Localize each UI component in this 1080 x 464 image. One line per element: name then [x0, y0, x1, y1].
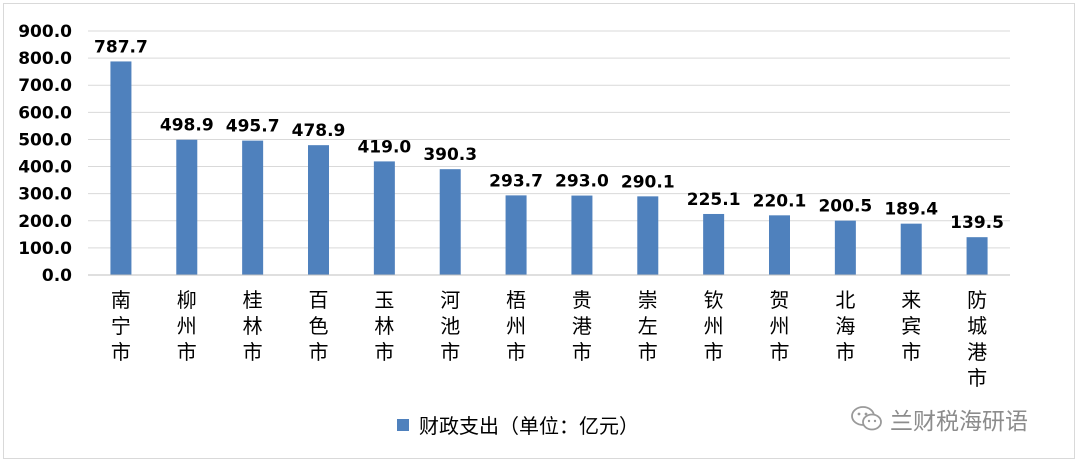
y-tick-label: 300.0: [18, 185, 72, 205]
x-category-label: 防城港市: [967, 288, 987, 390]
y-tick-label: 400.0: [18, 158, 72, 178]
wechat-icon: [850, 405, 884, 433]
data-label: 293.0: [555, 172, 609, 192]
data-label: 498.9: [160, 116, 214, 136]
watermark: 兰财税海研语: [850, 402, 1028, 436]
data-label: 225.1: [687, 190, 741, 210]
x-category-label: 南宁市: [111, 288, 131, 364]
x-category-label: 崇左市: [638, 288, 658, 364]
data-label: 220.1: [753, 191, 807, 211]
x-category-label: 贺州市: [770, 288, 790, 364]
y-tick-label: 700.0: [18, 76, 72, 96]
bar: [439, 169, 461, 275]
watermark-text: 兰财税海研语: [890, 409, 1028, 435]
bar: [966, 237, 988, 275]
data-label: 495.7: [226, 117, 280, 137]
y-tick-label: 900.0: [18, 22, 72, 42]
legend-swatch: [397, 418, 409, 431]
y-tick-label: 0.0: [42, 266, 72, 286]
bar: [505, 195, 527, 275]
bar: [308, 145, 329, 275]
y-tick-label: 500.0: [18, 130, 72, 150]
bar: [703, 213, 725, 275]
x-category-label: 来宾市: [901, 288, 921, 364]
chart-frame: [3, 3, 1075, 459]
data-label: 200.5: [818, 197, 872, 217]
y-tick-label: 800.0: [18, 49, 72, 69]
x-category-label: 柳州市: [177, 288, 197, 364]
bar-chart: 0.0 100.0 200.0 300.0 400.0 500.0 600.0 700.0 80…: [18, 22, 1010, 390]
data-label: 290.1: [621, 172, 675, 192]
x-category-label: 贵港市: [572, 288, 592, 364]
legend: 财政支出（单位：亿元）: [397, 410, 639, 439]
x-category-label: 河池市: [440, 288, 460, 364]
data-label: 419.0: [357, 137, 411, 157]
x-category-label: 玉林市: [374, 288, 394, 364]
bar: [834, 220, 856, 275]
x-category-label: 桂林市: [243, 288, 263, 364]
y-tick-label: 100.0: [18, 239, 72, 259]
x-category-label: 北海市: [835, 288, 855, 364]
bar: [769, 215, 790, 275]
bar: [373, 161, 395, 275]
bar: [242, 140, 264, 275]
data-label: 293.7: [489, 171, 543, 191]
data-label: 189.4: [884, 200, 938, 220]
bar: [110, 61, 132, 276]
y-tick-label: 200.0: [18, 212, 72, 232]
x-category-label: 钦州市: [704, 288, 724, 364]
y-tick-label: 600.0: [18, 103, 72, 123]
bar: [176, 139, 198, 275]
x-category-label: 梧州市: [506, 288, 526, 364]
data-label: 390.3: [423, 145, 477, 165]
bar: [900, 223, 922, 275]
data-label: 787.7: [94, 37, 148, 57]
data-label: 139.5: [950, 213, 1004, 233]
legend-label: 财政支出（单位：亿元）: [419, 414, 639, 438]
bar: [637, 196, 659, 275]
x-category-label: 百色市: [309, 288, 329, 364]
data-label: 478.9: [292, 121, 346, 141]
bar: [571, 195, 593, 275]
